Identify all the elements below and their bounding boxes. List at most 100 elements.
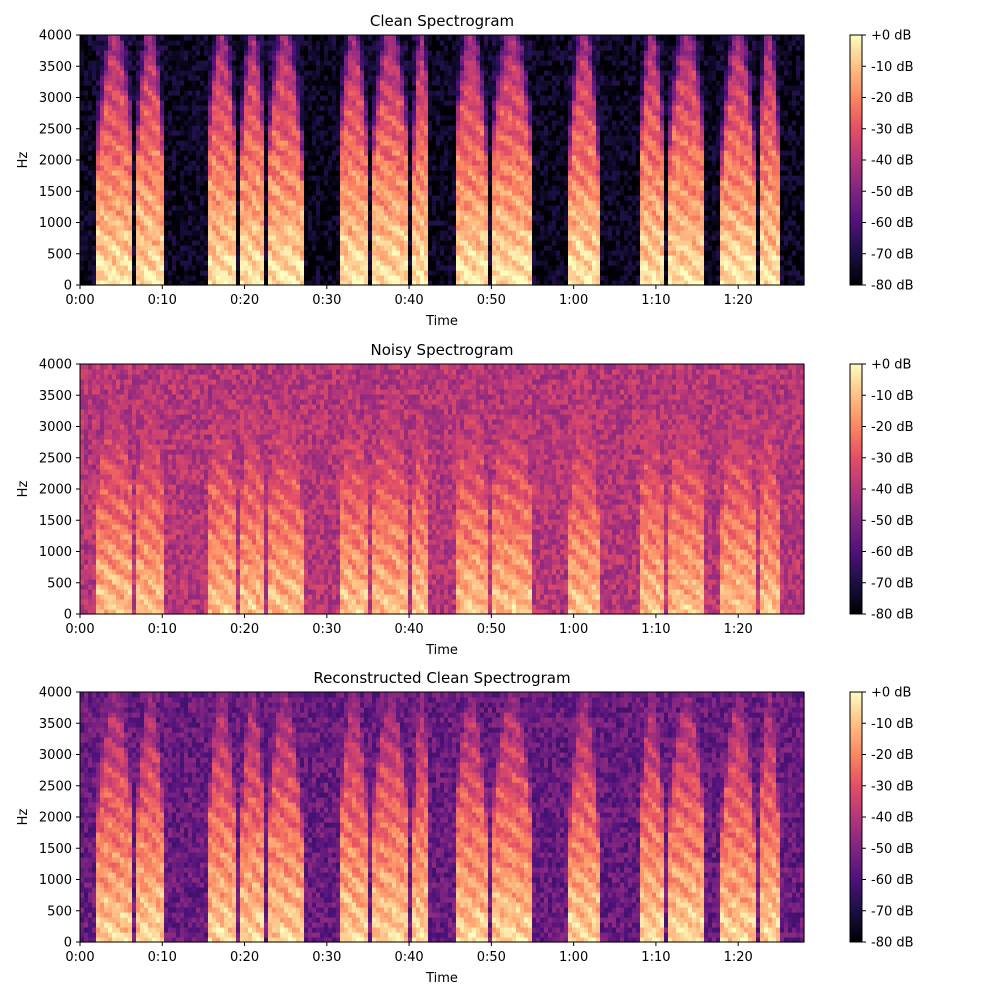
heatmap-cell <box>344 90 349 96</box>
heatmap-cell <box>276 160 281 166</box>
heatmap-cell <box>344 105 349 111</box>
heatmap-cell <box>100 210 105 216</box>
heatmap-cell <box>144 35 149 41</box>
heatmap-cell <box>180 90 185 96</box>
heatmap-cell <box>432 185 437 191</box>
heatmap-cell <box>228 170 233 176</box>
heatmap-cell <box>152 205 157 211</box>
heatmap-cell <box>240 270 245 276</box>
heatmap-cell <box>196 145 201 151</box>
heatmap-cell <box>80 235 85 241</box>
heatmap-cell <box>96 255 101 261</box>
heatmap-cell <box>308 105 313 111</box>
heatmap-cell <box>224 220 229 226</box>
heatmap-cell <box>368 170 373 176</box>
heatmap-cell <box>328 225 333 231</box>
heatmap-cell <box>284 270 289 276</box>
heatmap-cell <box>156 215 161 221</box>
heatmap-cell <box>164 125 169 131</box>
heatmap-column <box>432 35 437 286</box>
heatmap-cell <box>328 95 333 101</box>
heatmap-cell <box>448 85 453 91</box>
heatmap-cell <box>324 225 329 231</box>
heatmap-cell <box>252 50 257 56</box>
heatmap-cell <box>392 190 397 196</box>
heatmap-cell <box>224 175 229 181</box>
heatmap-cell <box>248 180 253 186</box>
heatmap-cell <box>116 75 121 81</box>
heatmap-cell <box>428 280 433 286</box>
heatmap-cell <box>292 160 297 166</box>
heatmap-cell <box>144 240 149 246</box>
heatmap-cell <box>148 70 153 76</box>
heatmap-cell <box>184 155 189 161</box>
heatmap-cell <box>228 185 233 191</box>
heatmap-cell <box>456 280 461 286</box>
heatmap-cell <box>336 275 341 281</box>
heatmap-cell <box>220 135 225 141</box>
heatmap-cell <box>384 150 389 156</box>
heatmap-cell <box>236 50 241 56</box>
heatmap-cell <box>160 255 165 261</box>
heatmap-cell <box>400 255 405 261</box>
heatmap-cell <box>188 40 193 46</box>
heatmap-cell <box>104 280 109 286</box>
heatmap-cell <box>364 75 369 81</box>
heatmap-cell <box>240 170 245 176</box>
heatmap-cell <box>148 100 153 106</box>
heatmap-cell <box>272 160 277 166</box>
heatmap-cell <box>456 110 461 116</box>
heatmap-cell <box>204 280 209 286</box>
heatmap-cell <box>304 245 309 251</box>
heatmap-cell <box>224 270 229 276</box>
heatmap-cell <box>384 275 389 281</box>
heatmap-cell <box>376 250 381 256</box>
heatmap-cell <box>260 105 265 111</box>
heatmap-cell <box>292 155 297 161</box>
heatmap-cell <box>460 100 465 106</box>
heatmap-cell <box>176 245 181 251</box>
heatmap-cell <box>224 210 229 216</box>
heatmap-cell <box>276 205 281 211</box>
heatmap-cell <box>152 235 157 241</box>
heatmap-cell <box>288 50 293 56</box>
heatmap-cell <box>436 105 441 111</box>
heatmap-cell <box>224 200 229 206</box>
heatmap-cell <box>164 255 169 261</box>
heatmap-cell <box>296 140 301 146</box>
heatmap-cell <box>356 275 361 281</box>
heatmap-cell <box>96 245 101 251</box>
heatmap-cell <box>84 50 89 56</box>
heatmap-cell <box>192 155 197 161</box>
heatmap-cell <box>92 115 97 121</box>
heatmap-cell <box>296 275 301 281</box>
heatmap-cell <box>228 110 233 116</box>
heatmap-cell <box>124 55 129 61</box>
heatmap-cell <box>360 260 365 266</box>
heatmap-cell <box>292 120 297 126</box>
heatmap-cell <box>420 200 425 206</box>
heatmap-cell <box>280 260 285 266</box>
heatmap-cell <box>368 140 373 146</box>
heatmap-cell <box>444 165 449 171</box>
heatmap-cell <box>252 130 257 136</box>
heatmap-cell <box>344 145 349 151</box>
heatmap-cell <box>416 50 421 56</box>
heatmap-cell <box>376 45 381 51</box>
heatmap-cell <box>380 210 385 216</box>
heatmap-cell <box>276 200 281 206</box>
heatmap-cell <box>228 215 233 221</box>
heatmap-cell <box>360 35 365 41</box>
heatmap-cell <box>136 90 141 96</box>
heatmap-cell <box>368 175 373 181</box>
heatmap-cell <box>452 105 457 111</box>
heatmap-cell <box>356 250 361 256</box>
heatmap-cell <box>408 190 413 196</box>
heatmap-cell <box>104 230 109 236</box>
heatmap-cell <box>236 205 241 211</box>
heatmap-cell <box>176 115 181 121</box>
heatmap-cell <box>404 130 409 136</box>
heatmap-cell <box>244 60 249 66</box>
heatmap-cell <box>276 175 281 181</box>
heatmap-cell <box>388 145 393 151</box>
